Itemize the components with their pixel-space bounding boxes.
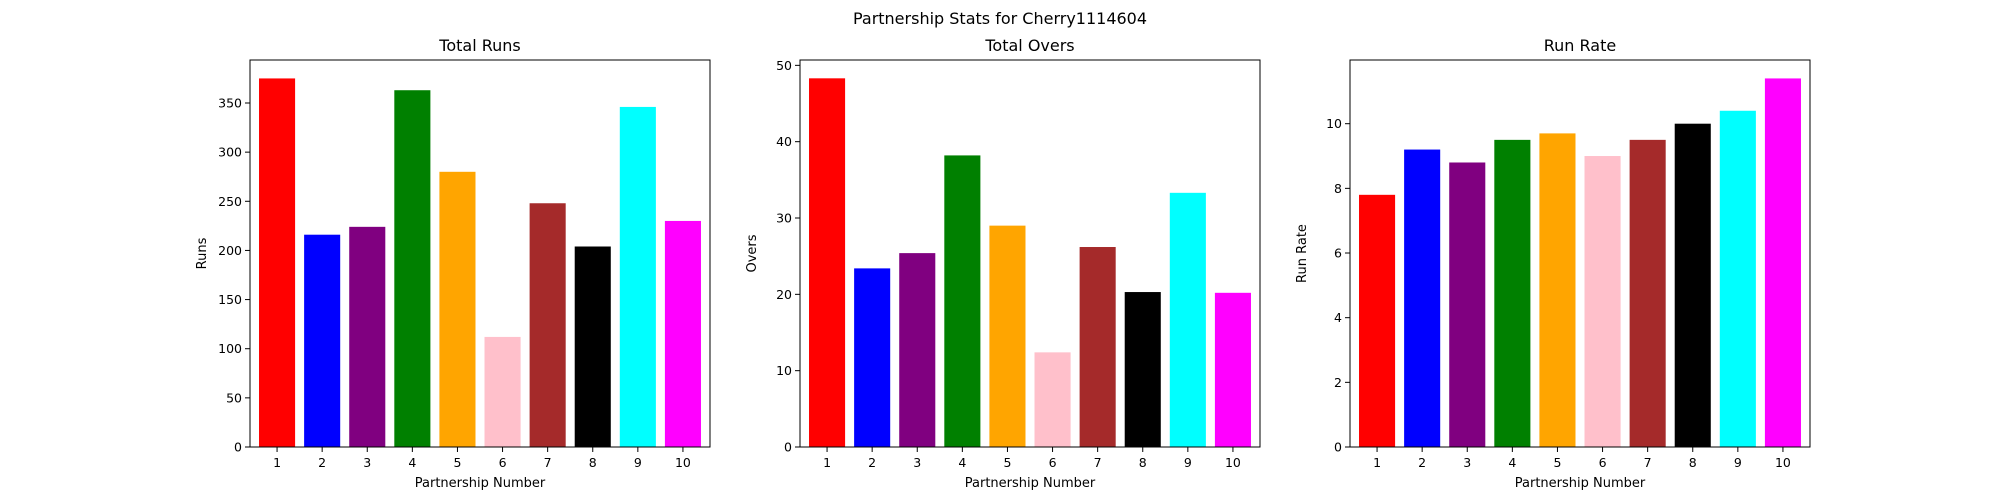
x-tick-label: 7	[1644, 455, 1652, 470]
y-tick-label: 2	[1334, 375, 1342, 390]
y-tick-label: 30	[776, 211, 792, 226]
y-tick-label: 4	[1334, 310, 1342, 325]
x-axis-label: Partnership Number	[1515, 476, 1646, 491]
chart-title: Run Rate	[1544, 36, 1616, 55]
x-tick-label: 1	[1373, 455, 1381, 470]
x-tick-label: 9	[634, 455, 642, 470]
x-tick-label: 9	[1184, 455, 1192, 470]
bar-7	[1079, 247, 1116, 447]
x-axis-label: Partnership Number	[415, 476, 546, 491]
y-axis-label: Overs	[745, 234, 760, 272]
bar-10	[664, 220, 701, 447]
y-axis-label: Run Rate	[1295, 224, 1310, 283]
bar-1	[1359, 194, 1396, 447]
y-tick-label: 10	[776, 363, 792, 378]
x-tick-label: 8	[589, 455, 597, 470]
y-tick-label: 100	[218, 341, 242, 356]
bar-4	[1494, 139, 1531, 448]
x-tick-label: 9	[1734, 455, 1742, 470]
y-axis-label: Runs	[195, 237, 210, 269]
y-tick-label: 20	[776, 287, 792, 302]
bar-10	[1214, 292, 1251, 447]
bar-6	[1584, 156, 1621, 447]
bar-2	[1404, 149, 1441, 447]
bar-7	[1629, 139, 1666, 448]
x-tick-label: 10	[675, 455, 691, 470]
figure-suptitle: Partnership Stats for Cherry1114604	[853, 9, 1147, 28]
bar-3	[349, 226, 386, 447]
chart-panel-3: 1 2 3 4 5 6 7 8 9 10 0 2 4 6 8 10 Run Rate Partnership Nu…	[1295, 36, 1811, 491]
bar-7	[529, 203, 566, 447]
y-tick-label: 0	[1334, 440, 1342, 455]
x-tick-label: 7	[1094, 455, 1102, 470]
bar-4	[944, 155, 981, 447]
x-tick-label: 4	[1508, 455, 1516, 470]
bar-9	[1719, 110, 1756, 447]
y-tick-label: 50	[776, 58, 792, 73]
bar-5	[1539, 133, 1576, 447]
chart-title: Total Runs	[438, 36, 520, 55]
bar-2	[304, 234, 341, 447]
bar-9	[1169, 192, 1206, 447]
bar-10	[1764, 78, 1801, 448]
x-tick-label: 6	[1599, 455, 1607, 470]
y-tick-label: 350	[218, 96, 242, 111]
bar-1	[809, 78, 846, 447]
x-tick-label: 2	[318, 455, 326, 470]
x-axis-label: Partnership Number	[965, 476, 1096, 491]
y-tick-label: 8	[1334, 181, 1342, 196]
y-tick-label: 0	[784, 440, 792, 455]
y-tick-label: 6	[1334, 246, 1342, 261]
y-tick-label: 0	[234, 440, 242, 455]
x-tick-label: 4	[958, 455, 966, 470]
y-tick-label: 250	[218, 194, 242, 209]
axes-frame	[249, 59, 711, 448]
x-tick-label: 8	[1139, 455, 1147, 470]
bar-5	[439, 171, 476, 448]
x-tick-label: 7	[544, 455, 552, 470]
bar-3	[899, 253, 936, 447]
y-tick-label: 200	[218, 243, 242, 258]
x-tick-label: 6	[499, 455, 507, 470]
bar-2	[854, 268, 891, 447]
bar-4	[394, 90, 431, 447]
x-tick-label: 2	[1418, 455, 1426, 470]
x-tick-label: 10	[1225, 455, 1241, 470]
bar-6	[1034, 352, 1071, 447]
bar-6	[484, 336, 521, 447]
x-tick-label: 4	[408, 455, 416, 470]
x-tick-label: 3	[363, 455, 371, 470]
bar-3	[1449, 162, 1486, 448]
bar-1	[259, 78, 296, 448]
chart-panel-2: 1 2 3 4 5 6 7 8 9 10 0 10 20 30 40 50 Total Overs Partner…	[745, 36, 1261, 491]
x-tick-label: 1	[823, 455, 831, 470]
x-tick-label: 5	[1553, 455, 1561, 470]
x-tick-label: 5	[453, 455, 461, 470]
bar-8	[574, 246, 611, 447]
y-tick-label: 40	[776, 134, 792, 149]
x-tick-label: 2	[868, 455, 876, 470]
bar-9	[619, 106, 656, 448]
y-tick-label: 150	[218, 292, 242, 307]
y-tick-label: 300	[218, 145, 242, 160]
axes-frame	[799, 59, 1261, 448]
x-tick-label: 8	[1689, 455, 1697, 470]
y-tick-label: 10	[1326, 116, 1342, 131]
x-tick-label: 6	[1049, 455, 1057, 470]
bar-5	[989, 225, 1026, 447]
x-tick-label: 10	[1775, 455, 1791, 470]
x-tick-label: 3	[1463, 455, 1471, 470]
y-tick-label: 50	[226, 390, 242, 405]
bar-8	[1674, 123, 1711, 447]
x-tick-label: 5	[1003, 455, 1011, 470]
bar-8	[1124, 292, 1161, 447]
x-tick-label: 1	[273, 455, 281, 470]
chart-title: Total Overs	[984, 36, 1074, 55]
x-tick-label: 3	[913, 455, 921, 470]
